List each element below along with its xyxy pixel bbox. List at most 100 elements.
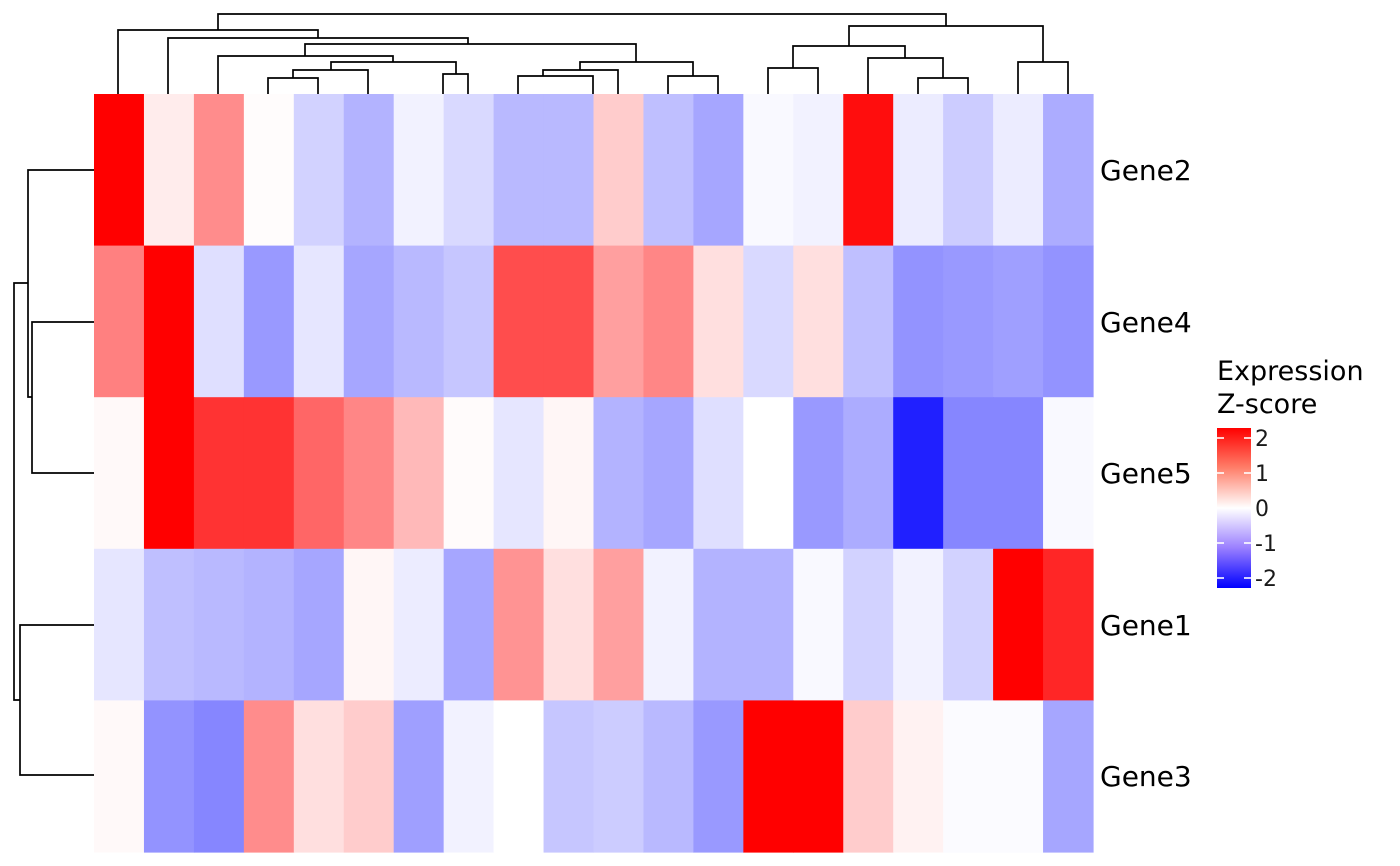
heatmap-cell-gene1-col11 [593, 548, 645, 701]
heatmap-cell-gene3-col11 [593, 700, 645, 853]
legend-title-line2: Z-score [1217, 389, 1317, 420]
heatmap-cell-gene2-col15 [793, 94, 844, 247]
heatmap-cell-gene5-col17 [893, 397, 944, 550]
heatmap-cell-gene2-col5 [293, 94, 345, 247]
heatmap-cell-gene5-col9 [493, 397, 545, 550]
heatmap-cell-gene1-col14 [743, 548, 794, 701]
legend-tick-label-4: -2 [1255, 567, 1277, 592]
heatmap-cell-gene4-col17 [893, 245, 944, 398]
heatmap-cell-gene1-col18 [943, 548, 994, 701]
heatmap-cell-gene3-col5 [293, 700, 345, 853]
heatmap-cell-gene5-col13 [693, 397, 744, 550]
heatmap-cell-gene5-col8 [443, 397, 495, 550]
heatmap-cell-gene5-col2 [143, 397, 195, 550]
heatmap-cell-gene4-col19 [993, 245, 1044, 398]
heatmap-cell-gene2-col10 [543, 94, 595, 247]
heatmap-cell-gene3-col19 [993, 700, 1044, 853]
heatmap-cell-gene3-col18 [943, 700, 994, 853]
row-dendrogram [13, 169, 94, 776]
heatmap-cell-gene4-col13 [693, 245, 744, 398]
heatmap-cell-gene2-col18 [943, 94, 994, 247]
row-labels: Gene2 Gene4 Gene5 Gene1 Gene3 [1100, 154, 1192, 793]
heatmap-cell-gene3-col10 [543, 700, 595, 853]
heatmap-cell-gene3-col14 [743, 700, 794, 853]
heatmap-cell-gene4-col2 [143, 245, 195, 398]
heatmap-cell-gene1-col15 [793, 548, 844, 701]
heatmap-cell-gene5-col15 [793, 397, 844, 550]
heatmap-cell-gene2-col14 [743, 94, 794, 247]
column-dendrogram [117, 13, 1069, 94]
heatmap-cell-gene5-col5 [293, 397, 345, 550]
heatmap-cell-gene4-col15 [793, 245, 844, 398]
heatmap-cell-gene1-col10 [543, 548, 595, 701]
heatmap-cell-gene5-col7 [393, 397, 445, 550]
heatmap-cell-gene3-col2 [143, 700, 195, 853]
heatmap-cell-gene3-col4 [243, 700, 295, 853]
heatmap-cell-gene3-col16 [843, 700, 894, 853]
heatmap-cell-gene2-col1 [94, 94, 145, 247]
heatmap-cell-gene4-col16 [843, 245, 894, 398]
heatmap-cell-gene2-col19 [993, 94, 1044, 247]
heatmap-cell-gene4-col14 [743, 245, 794, 398]
heatmap-cell-gene1-col4 [243, 548, 295, 701]
heatmap-cell-gene3-col9 [493, 700, 545, 853]
heatmap-cell-gene4-col12 [643, 245, 694, 398]
heatmap-cell-gene2-col4 [243, 94, 295, 247]
heatmap-cell-gene1-col16 [843, 548, 894, 701]
row-label-gene2: Gene2 [1100, 154, 1192, 187]
heatmap-cell-gene4-col18 [943, 245, 994, 398]
heatmap-cell-gene3-col1 [94, 700, 145, 853]
row-label-gene4: Gene4 [1100, 306, 1192, 339]
heatmap-cell-gene1-col9 [493, 548, 545, 701]
heatmap-cell-gene3-col15 [793, 700, 844, 853]
heatmap-cell-gene4-col5 [293, 245, 345, 398]
row-label-gene1: Gene1 [1100, 609, 1192, 642]
color-legend: Expression Z-score 2 1 0 -1 -2 [1217, 356, 1364, 592]
heatmap-cell-gene5-col3 [193, 397, 245, 550]
heatmap-cell-gene5-col1 [94, 397, 145, 550]
legend-tick-label-0: 2 [1255, 427, 1269, 452]
legend-tick-label-1: 1 [1255, 462, 1269, 487]
legend-tick-label-2: 0 [1255, 497, 1269, 522]
heatmap-cell-gene5-col18 [943, 397, 994, 550]
heatmap-cell-gene2-col6 [343, 94, 395, 247]
heatmap-cell-gene5-col14 [743, 397, 794, 550]
legend-ticks: 2 1 0 -1 -2 [1217, 427, 1277, 592]
heatmap-cell-gene4-col10 [543, 245, 595, 398]
row-label-gene3: Gene3 [1100, 760, 1192, 793]
heatmap-cell-gene2-col3 [193, 94, 245, 247]
heatmap-cell-gene2-col17 [893, 94, 944, 247]
heatmap-cell-gene5-col19 [993, 397, 1044, 550]
heatmap-cell-gene2-col11 [593, 94, 645, 247]
heatmap-cell-gene4-col4 [243, 245, 295, 398]
heatmap-cell-gene1-col7 [393, 548, 445, 701]
heatmap-cell-gene5-col10 [543, 397, 595, 550]
heatmap-cell-gene3-col7 [393, 700, 445, 853]
heatmap-cell-gene1-col12 [643, 548, 694, 701]
heatmap-cell-gene1-col17 [893, 548, 944, 701]
heatmap-cell-gene4-col7 [393, 245, 445, 398]
heatmap-cell-gene5-col16 [843, 397, 894, 550]
heatmap-cell-gene1-col8 [443, 548, 495, 701]
heatmap-cell-gene1-col13 [693, 548, 744, 701]
heatmap-cell-gene4-col6 [343, 245, 395, 398]
heatmap-cell-gene1-col1 [94, 548, 145, 701]
heatmap-cell-gene1-col19 [993, 548, 1044, 701]
heatmap-cell-gene2-col8 [443, 94, 495, 247]
column-dendrogram-branches [117, 13, 1069, 94]
heatmap-cell-gene4-col11 [593, 245, 645, 398]
heatmap-cell-gene1-col2 [143, 548, 195, 701]
heatmap-cell-gene3-col13 [693, 700, 744, 853]
heatmap-cell-gene2-col13 [693, 94, 744, 247]
heatmap-cell-gene2-col16 [843, 94, 894, 247]
heatmap-cell-gene1-col5 [293, 548, 345, 701]
heatmap-cell-gene4-col3 [193, 245, 245, 398]
row-dendrogram-branches [13, 169, 94, 776]
heatmap-cell-gene2-col2 [143, 94, 195, 247]
heatmap-cell-gene3-col12 [643, 700, 694, 853]
heatmap-cell-gene1-col20 [1043, 548, 1094, 701]
heatmap-cell-gene5-col4 [243, 397, 295, 550]
heatmap-cell-gene4-col8 [443, 245, 495, 398]
heatmap-cell-gene3-col20 [1043, 700, 1094, 853]
legend-title-line1: Expression [1217, 356, 1364, 387]
